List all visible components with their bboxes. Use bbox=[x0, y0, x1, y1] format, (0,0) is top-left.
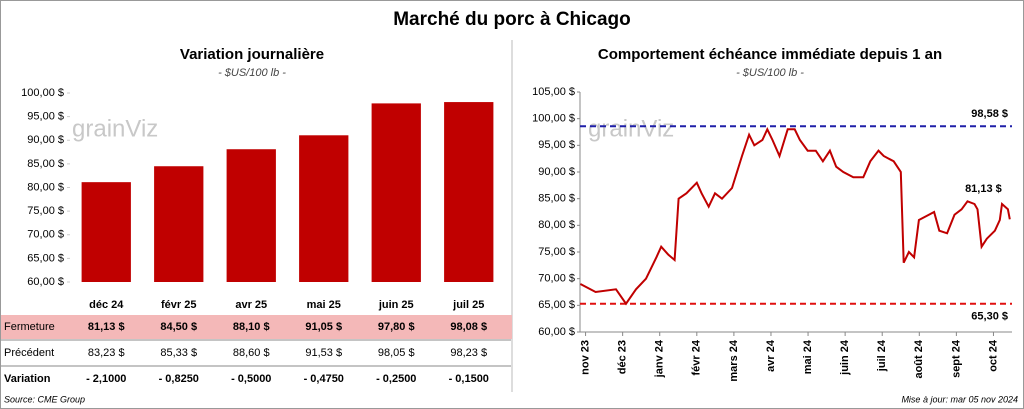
row-label: Fermeture bbox=[4, 321, 55, 333]
table-cell: - 0,5000 bbox=[231, 373, 271, 385]
x-tick-label: juin 25 bbox=[378, 299, 414, 311]
x-tick-label: févr 24 bbox=[691, 339, 703, 375]
table-cell: - 0,4750 bbox=[304, 373, 344, 385]
x-tick-label: mai 25 bbox=[307, 299, 341, 311]
y-tick-label: 90,00 $ bbox=[27, 134, 64, 146]
table-cell: - 0,2500 bbox=[376, 373, 416, 385]
reference-label: 98,58 $ bbox=[971, 108, 1008, 120]
y-tick-label: 85,00 $ bbox=[27, 158, 64, 170]
x-tick-label: juil 24 bbox=[876, 339, 888, 372]
y-tick-label: 90,00 $ bbox=[538, 166, 575, 178]
table-cell: 88,60 $ bbox=[233, 347, 270, 359]
table-cell: - 0,8250 bbox=[159, 373, 199, 385]
bar bbox=[299, 135, 349, 282]
x-tick-label: sept 24 bbox=[950, 339, 962, 378]
x-tick-label: juil 25 bbox=[452, 299, 484, 311]
y-tick-label: 65,00 $ bbox=[27, 252, 64, 264]
table-cell: 84,50 $ bbox=[160, 321, 197, 333]
table-cell: 91,05 $ bbox=[305, 321, 342, 333]
annotation: 81,13 $ bbox=[965, 183, 1002, 195]
watermark: grainViz bbox=[588, 115, 674, 142]
table-cell: 81,13 $ bbox=[88, 321, 125, 333]
table-cell: 98,08 $ bbox=[450, 321, 487, 333]
table-cell: 98,23 $ bbox=[450, 347, 487, 359]
x-tick-label: oct 24 bbox=[987, 339, 999, 372]
x-tick-label: nov 23 bbox=[579, 340, 591, 375]
x-tick-label: janv 24 bbox=[654, 339, 666, 378]
y-tick-label: 80,00 $ bbox=[538, 219, 575, 231]
reference-label: 65,30 $ bbox=[971, 311, 1008, 323]
y-tick-label: 60,00 $ bbox=[538, 326, 575, 338]
table-cell: 85,33 $ bbox=[160, 347, 197, 359]
table-cell: 98,05 $ bbox=[378, 347, 415, 359]
y-tick-label: 100,00 $ bbox=[532, 113, 575, 125]
page-title: Marché du porc à Chicago bbox=[393, 9, 631, 30]
table-cell: - 0,1500 bbox=[449, 373, 489, 385]
x-tick-label: mai 24 bbox=[802, 339, 814, 374]
y-tick-label: 105,00 $ bbox=[532, 86, 575, 98]
table-cell: - 2,1000 bbox=[86, 373, 126, 385]
x-tick-label: févr 25 bbox=[161, 299, 196, 311]
x-tick-label: déc 23 bbox=[617, 340, 629, 374]
table-cell: 91,53 $ bbox=[305, 347, 342, 359]
bar bbox=[371, 103, 421, 283]
row-label: Précédent bbox=[4, 347, 54, 359]
y-tick-label: 75,00 $ bbox=[27, 205, 64, 217]
price-line bbox=[579, 126, 1011, 306]
bar bbox=[444, 102, 494, 283]
x-tick-label: mars 24 bbox=[728, 339, 740, 381]
right-title: Comportement échéance immédiate depuis 1… bbox=[598, 46, 942, 63]
y-tick-label: 95,00 $ bbox=[27, 111, 64, 123]
y-tick-label: 75,00 $ bbox=[538, 246, 575, 258]
table-cell: 88,10 $ bbox=[233, 321, 270, 333]
bar bbox=[226, 149, 276, 282]
y-tick-label: 85,00 $ bbox=[538, 193, 575, 205]
x-tick-label: déc 24 bbox=[89, 299, 124, 311]
updated: Mise à jour: mar 05 nov 2024 bbox=[901, 394, 1018, 404]
y-tick-label: 60,00 $ bbox=[27, 276, 64, 288]
bar bbox=[81, 182, 131, 282]
left-title: Variation journalière bbox=[180, 46, 324, 63]
y-tick-label: 70,00 $ bbox=[538, 273, 575, 285]
row-label: Variation bbox=[4, 373, 51, 385]
y-tick-label: 100,00 $ bbox=[21, 87, 64, 99]
x-tick-label: avr 25 bbox=[235, 299, 267, 311]
y-tick-label: 95,00 $ bbox=[538, 139, 575, 151]
left-subtitle: - $US/100 lb - bbox=[218, 67, 286, 79]
y-tick-label: 80,00 $ bbox=[27, 181, 64, 193]
x-tick-label: juin 24 bbox=[839, 339, 851, 376]
bar bbox=[154, 166, 204, 282]
right-subtitle: - $US/100 lb - bbox=[736, 67, 804, 79]
table-cell: 83,23 $ bbox=[88, 347, 125, 359]
x-tick-label: août 24 bbox=[913, 339, 925, 378]
table-cell: 97,80 $ bbox=[378, 321, 415, 333]
source: Source: CME Group bbox=[4, 394, 85, 404]
watermark: grainViz bbox=[72, 115, 158, 142]
y-tick-label: 65,00 $ bbox=[538, 299, 575, 311]
row-highlight bbox=[1, 315, 512, 339]
y-tick-label: 70,00 $ bbox=[27, 229, 64, 241]
x-tick-label: avr 24 bbox=[765, 339, 777, 372]
